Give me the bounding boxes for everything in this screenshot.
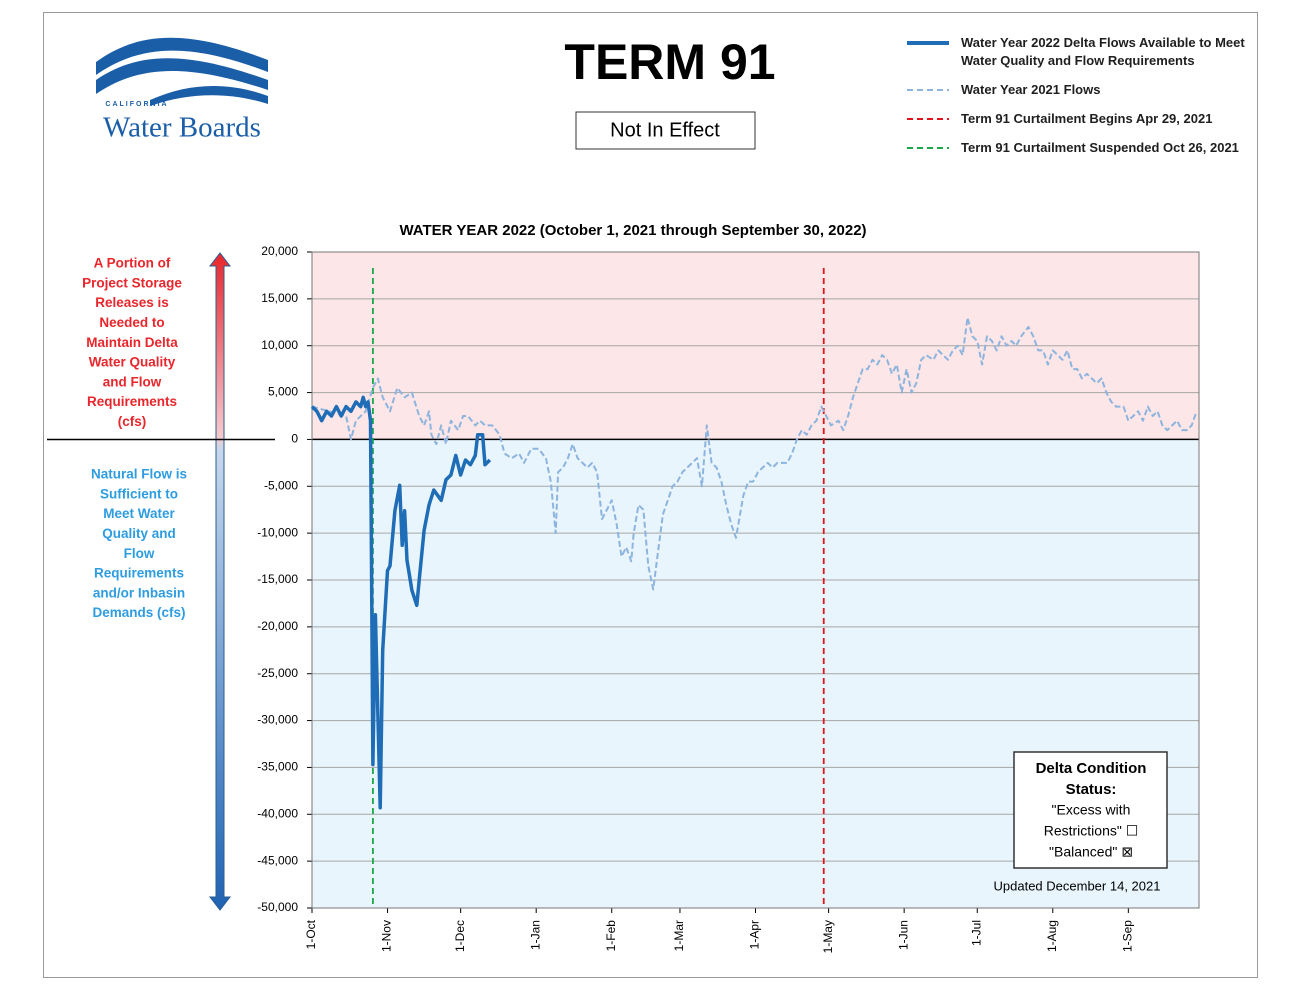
condition-line: "Excess with	[1052, 802, 1131, 818]
legend-swatch	[907, 41, 949, 45]
y-tick-label: -30,000	[257, 713, 298, 727]
condition-title: Delta Condition	[1036, 760, 1147, 777]
legend-swatch	[907, 89, 949, 91]
y-tick-label: -10,000	[257, 525, 298, 539]
logo-wave	[96, 37, 268, 75]
status-box	[575, 111, 756, 150]
x-tick-label: 1-Dec	[453, 920, 467, 952]
x-tick-label: 1-Nov	[380, 920, 394, 952]
logo-name: Water Boards	[103, 112, 261, 144]
annotation-below: Meet Water	[103, 506, 175, 521]
annotation-below: Requirements	[94, 566, 184, 581]
x-tick-label: 1-Apr	[748, 920, 762, 949]
legend-label: Term 91 Curtailment Begins Apr 29, 2021	[961, 111, 1213, 126]
chart-title: WATER YEAR 2022 (October 1, 2021 through…	[399, 222, 866, 239]
y-tick-label: -25,000	[257, 666, 298, 680]
legend-entry: Water Year 2022 Delta Flows Available to…	[905, 34, 1250, 70]
annotation-above: and Flow	[103, 374, 162, 389]
annotation-below: Sufficient to	[100, 486, 178, 501]
annotation-above: A Portion of	[94, 256, 171, 271]
y-tick-label: -20,000	[257, 619, 298, 633]
x-tick-label: 1-Aug	[1045, 920, 1059, 952]
y-tick-label: 0	[291, 432, 298, 446]
y-tick-label: 10,000	[261, 338, 298, 352]
y-tick-label: -40,000	[257, 806, 298, 820]
series-line	[310, 395, 492, 810]
y-tick-label: -45,000	[257, 853, 298, 867]
x-tick-label: 1-Oct	[304, 919, 318, 949]
legend-entry: Term 91 Curtailment Begins Apr 29, 2021	[905, 110, 1250, 128]
annotation-above: Project Storage	[82, 275, 182, 290]
legend-label: Term 91 Curtailment Suspended Oct 26, 20…	[961, 140, 1239, 155]
annotation-below: Demands (cfs)	[92, 605, 185, 620]
legend-label: Water Year 2022 Delta Flows Available to…	[961, 35, 1245, 68]
x-tick-label: 1-Jun	[896, 920, 910, 950]
annotation-above: Requirements	[87, 394, 177, 409]
x-tick-label: 1-Jul	[969, 920, 983, 946]
legend-entry: Term 91 Curtailment Suspended Oct 26, 20…	[905, 139, 1250, 157]
logo: CALIFORNIA Water Boards	[96, 37, 268, 144]
annotation-above: Maintain Delta	[86, 335, 178, 350]
plot-frame	[311, 251, 1200, 909]
annotation-below: Quality and	[102, 526, 176, 541]
legend-entry: Water Year 2021 Flows	[905, 81, 1250, 99]
condition-box	[1013, 751, 1168, 869]
logo-wave	[96, 58, 268, 94]
annotation-below: Natural Flow is	[91, 467, 187, 482]
series-line	[311, 316, 1198, 591]
annotation-above: (cfs)	[118, 414, 147, 429]
condition-line: "Balanced" ⊠	[1049, 844, 1133, 860]
x-tick-label: 1-Feb	[604, 920, 618, 952]
legend-swatch	[907, 147, 949, 149]
condition-title: Status:	[1066, 781, 1117, 798]
updated: Updated December 14, 2021	[994, 878, 1161, 893]
y-tick-label: -5,000	[264, 478, 298, 492]
condition-line: Restrictions" ☐	[1044, 823, 1139, 839]
page-title: TERM 91	[564, 34, 775, 90]
x-tick-label: 1-Jan	[528, 920, 542, 950]
y-tick-label: -15,000	[257, 572, 298, 586]
annotation-above: Needed to	[99, 315, 164, 330]
annotation-above: Water Quality	[89, 355, 176, 370]
annotation-below: and/or Inbasin	[93, 585, 185, 600]
x-tick-label: 1-Sep	[1121, 920, 1135, 952]
logo-wave	[150, 85, 268, 106]
legend: Water Year 2022 Delta Flows Available to…	[905, 34, 1250, 168]
direction-arrow	[208, 252, 232, 911]
page-border	[43, 12, 1258, 978]
annotation-above: Releases is	[95, 295, 169, 310]
status: Not In Effect	[610, 119, 720, 141]
y-tick-label: -35,000	[257, 760, 298, 774]
y-tick-label: 20,000	[261, 244, 298, 258]
y-tick-label: -50,000	[257, 900, 298, 914]
y-tick-label: 5,000	[268, 385, 298, 399]
logo-small: CALIFORNIA	[105, 101, 168, 108]
x-tick-label: 1-May	[821, 920, 835, 953]
x-tick-label: 1-Mar	[672, 920, 686, 951]
annotation-below: Flow	[124, 546, 155, 561]
legend-swatch	[907, 118, 949, 120]
legend-label: Water Year 2021 Flows	[961, 82, 1101, 97]
y-tick-label: 15,000	[261, 291, 298, 305]
